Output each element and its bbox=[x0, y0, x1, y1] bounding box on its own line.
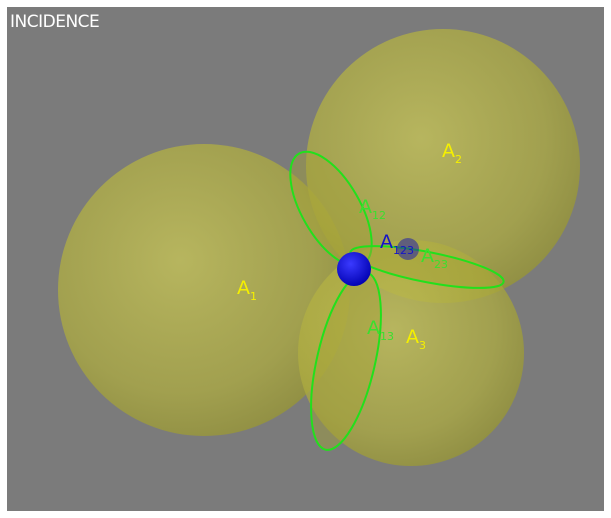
label-a23-sub: 23 bbox=[434, 258, 448, 271]
sphere-a2[interactable] bbox=[306, 29, 580, 303]
label-a123-base: A bbox=[380, 231, 393, 253]
intersection-a23[interactable] bbox=[348, 237, 507, 296]
label-a13-base: A bbox=[367, 317, 380, 339]
label-a123-sub: 123 bbox=[393, 244, 414, 257]
label-a3: A3 bbox=[406, 326, 426, 352]
triple-point-back[interactable] bbox=[397, 238, 419, 260]
triple-point-front[interactable] bbox=[337, 252, 371, 286]
label-a1: A1 bbox=[237, 277, 257, 303]
label-a123: A123 bbox=[380, 231, 414, 257]
label-a2-sub: 2 bbox=[455, 153, 462, 166]
label-a2: A2 bbox=[442, 140, 462, 166]
label-a12-base: A bbox=[359, 196, 372, 218]
label-a3-base: A bbox=[406, 326, 419, 348]
sphere-a1[interactable] bbox=[58, 144, 350, 436]
label-a3-sub: 3 bbox=[419, 339, 426, 352]
label-a23-base: A bbox=[421, 245, 434, 267]
label-a1-sub: 1 bbox=[250, 290, 257, 303]
3d-viewport[interactable]: INCIDENCE A1 A2 bbox=[7, 7, 604, 511]
label-a12-sub: 12 bbox=[372, 209, 386, 222]
view-title: INCIDENCE bbox=[10, 12, 100, 32]
label-a1-base: A bbox=[237, 277, 250, 299]
sphere-a3[interactable] bbox=[298, 240, 524, 466]
label-a13-sub: 13 bbox=[380, 330, 394, 343]
label-a23: A23 bbox=[421, 245, 448, 271]
label-a2-base: A bbox=[442, 140, 455, 162]
label-a13: A13 bbox=[367, 317, 394, 343]
incidence-scene: A1 A2 A3 A12 A23 A13 A123 bbox=[58, 29, 580, 466]
label-a12: A12 bbox=[359, 196, 386, 222]
